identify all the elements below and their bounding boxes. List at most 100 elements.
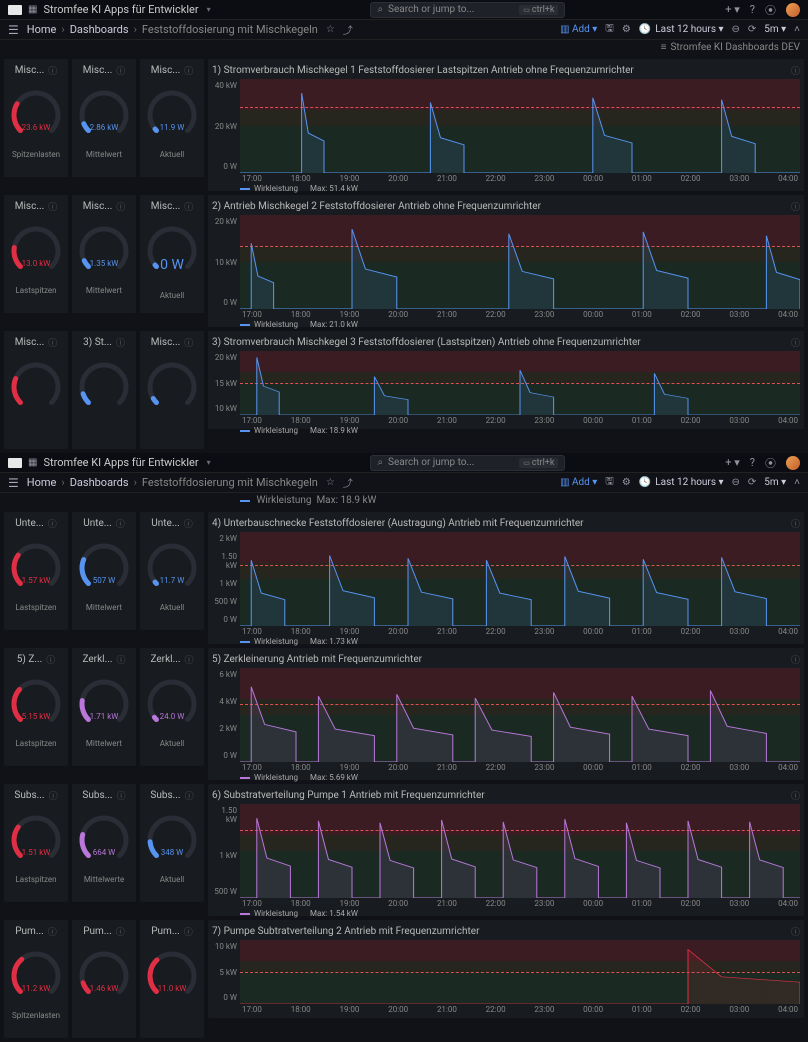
org-name[interactable]: Stromfee KI Apps für Entwickler <box>43 3 198 16</box>
info-icon[interactable]: ⓘ <box>184 925 193 938</box>
gauge-panel[interactable]: Pum...ⓘ 1.46 kW <box>72 920 136 1038</box>
info-icon[interactable]: ⓘ <box>116 200 125 213</box>
save-icon[interactable]: 🖫 <box>605 474 614 491</box>
chart-plot[interactable] <box>240 804 800 898</box>
chevron-up-icon[interactable]: ˄ <box>794 24 800 35</box>
gauge-panel[interactable]: Misc...ⓘ 2.86 kW Mittelwert <box>72 59 136 177</box>
gauge-panel[interactable]: Misc...ⓘ 23.6 kW Spitzenlasten <box>4 59 68 177</box>
info-icon[interactable]: ⓘ <box>117 789 126 802</box>
chevron-up-icon[interactable]: ˄ <box>794 477 800 488</box>
zoom-out-icon[interactable]: ⊖ <box>731 24 739 35</box>
info-icon[interactable]: ⓘ <box>791 200 800 213</box>
chevron-down-icon[interactable]: ▾ <box>207 458 211 467</box>
rss-icon[interactable]: ⦿ <box>765 2 776 18</box>
refresh-icon[interactable]: ⟳ <box>748 24 756 35</box>
bc-dashboards[interactable]: Dashboards <box>70 23 129 36</box>
info-icon[interactable]: ⓘ <box>48 200 57 213</box>
share-icon[interactable]: ⤴ <box>343 475 353 490</box>
info-icon[interactable]: ⓘ <box>184 653 193 666</box>
chart-plot[interactable] <box>240 668 800 762</box>
org-name[interactable]: Stromfee KI Apps für Entwickler <box>43 456 198 469</box>
info-icon[interactable]: ⓘ <box>48 64 57 77</box>
bc-home[interactable]: Home <box>27 23 57 36</box>
chart-panel[interactable]: 1) Stromverbrauch Mischkegel 1 Feststoff… <box>208 59 804 191</box>
info-icon[interactable]: ⓘ <box>791 336 800 349</box>
org-logo[interactable] <box>8 5 22 15</box>
chevron-down-icon[interactable]: ▾ <box>207 5 211 14</box>
zoom-out-icon[interactable]: ⊖ <box>731 477 739 488</box>
star-icon[interactable]: ☆ <box>326 477 335 488</box>
info-icon[interactable]: ⓘ <box>116 336 125 349</box>
info-icon[interactable]: ⓘ <box>185 789 194 802</box>
info-icon[interactable]: ⓘ <box>184 517 193 530</box>
info-icon[interactable]: ⓘ <box>791 925 800 938</box>
gauge-panel[interactable]: Subs...ⓘ 1.51 kW Lastspitzen <box>4 784 68 902</box>
chart-panel[interactable]: 6) Substratverteilung Pumpe 1 Antrieb mi… <box>208 784 804 916</box>
org-logo[interactable] <box>8 458 22 468</box>
chart-plot[interactable] <box>240 351 800 415</box>
chart-panel[interactable]: 2) Antrieb Mischkegel 2 Feststoffdosiere… <box>208 195 804 327</box>
gauge-panel[interactable]: 5) Z...ⓘ 5.15 kW Lastspitzen <box>4 648 68 766</box>
gauge-panel[interactable]: Unte...ⓘ 11.7 W Aktuell <box>140 512 204 630</box>
plus-icon[interactable]: + ▾ <box>725 456 740 469</box>
info-icon[interactable]: ⓘ <box>46 653 55 666</box>
refresh-icon[interactable]: ⟳ <box>748 477 756 488</box>
info-icon[interactable]: ⓘ <box>791 64 800 77</box>
info-icon[interactable]: ⓘ <box>48 925 57 938</box>
bc-dashboards[interactable]: Dashboards <box>70 476 129 489</box>
info-icon[interactable]: ⓘ <box>116 653 125 666</box>
chart-plot[interactable] <box>240 532 800 626</box>
gauge-panel[interactable]: Misc...ⓘ 11.9 W Aktuell <box>140 59 204 177</box>
info-icon[interactable]: ⓘ <box>791 653 800 666</box>
info-icon[interactable]: ⓘ <box>791 517 800 530</box>
menu-icon[interactable]: ☰ <box>8 23 19 37</box>
menu-icon[interactable]: ☰ <box>8 476 19 490</box>
gauge-panel[interactable]: Zerkl...ⓘ 24.0 W Aktuell <box>140 648 204 766</box>
info-icon[interactable]: ⓘ <box>48 517 57 530</box>
gauge-panel[interactable]: Misc...ⓘ <box>4 331 68 449</box>
gauge-panel[interactable]: Subs...ⓘ 664 W Mittelwerte <box>72 784 136 902</box>
info-icon[interactable]: ⓘ <box>116 64 125 77</box>
gauge-panel[interactable]: Unte...ⓘ 507 W Mittelwert <box>72 512 136 630</box>
gauge-panel[interactable]: Zerkl...ⓘ 1.71 kW Mittelwert <box>72 648 136 766</box>
save-icon[interactable]: 🖫 <box>605 21 614 38</box>
timerange-picker[interactable]: 🕓Last 12 hours ▾ <box>639 24 724 35</box>
avatar[interactable] <box>786 3 800 17</box>
info-icon[interactable]: ⓘ <box>184 64 193 77</box>
rss-icon[interactable]: ⦿ <box>765 455 776 471</box>
gauge-panel[interactable]: Misc...ⓘ 13.0 kW Lastspitzen <box>4 195 68 313</box>
chart-panel[interactable]: 3) Stromverbrauch Mischkegel 3 Feststoff… <box>208 331 804 429</box>
avatar[interactable] <box>786 456 800 470</box>
chart-panel[interactable]: 5) Zerkleinerung Antrieb mit Frequenzumr… <box>208 648 804 780</box>
info-icon[interactable]: ⓘ <box>184 200 193 213</box>
gauge-panel[interactable]: Misc...ⓘ 1.35 kW Mittelwert <box>72 195 136 313</box>
gauge-panel[interactable]: Misc...ⓘ 0 W Aktuell <box>140 195 204 313</box>
plus-icon[interactable]: + ▾ <box>725 3 740 16</box>
gear-icon[interactable]: ⚙ <box>622 477 631 488</box>
chart-plot[interactable] <box>240 215 800 309</box>
info-icon[interactable]: ⓘ <box>48 336 57 349</box>
help-icon[interactable]: ? <box>750 3 755 16</box>
refresh-interval[interactable]: 5m ▾ <box>764 477 786 488</box>
gauge-panel[interactable]: Subs...ⓘ 348 W Aktuell <box>140 784 204 902</box>
chart-plot[interactable] <box>240 79 800 173</box>
help-icon[interactable]: ? <box>750 456 755 469</box>
search-input[interactable]: ⌕ Search or jump to... ▭ctrl+k <box>370 455 565 471</box>
gauge-panel[interactable]: Pum...ⓘ 11.2 kW Spitzenlasten <box>4 920 68 1038</box>
chart-plot[interactable] <box>240 940 800 1004</box>
gauge-panel[interactable]: 3) St...ⓘ <box>72 331 136 449</box>
chart-panel[interactable]: 7) Pumpe Subtratverteilung 2 Antrieb mit… <box>208 920 804 1018</box>
star-icon[interactable]: ☆ <box>326 24 335 35</box>
info-icon[interactable]: ⓘ <box>116 925 125 938</box>
add-button[interactable]: ▥ Add ▾ <box>560 477 597 488</box>
gauge-panel[interactable]: Unte...ⓘ 1.57 kW Lastspitzen <box>4 512 68 630</box>
search-input[interactable]: ⌕ Search or jump to... ▭ctrl+k <box>370 2 565 18</box>
timerange-picker[interactable]: 🕓Last 12 hours ▾ <box>639 477 724 488</box>
gear-icon[interactable]: ⚙ <box>622 24 631 35</box>
info-icon[interactable]: ⓘ <box>184 336 193 349</box>
info-icon[interactable]: ⓘ <box>49 789 58 802</box>
info-icon[interactable]: ⓘ <box>791 789 800 802</box>
bc-home[interactable]: Home <box>27 476 57 489</box>
add-button[interactable]: ▥ Add ▾ <box>560 24 597 35</box>
refresh-interval[interactable]: 5m ▾ <box>764 24 786 35</box>
